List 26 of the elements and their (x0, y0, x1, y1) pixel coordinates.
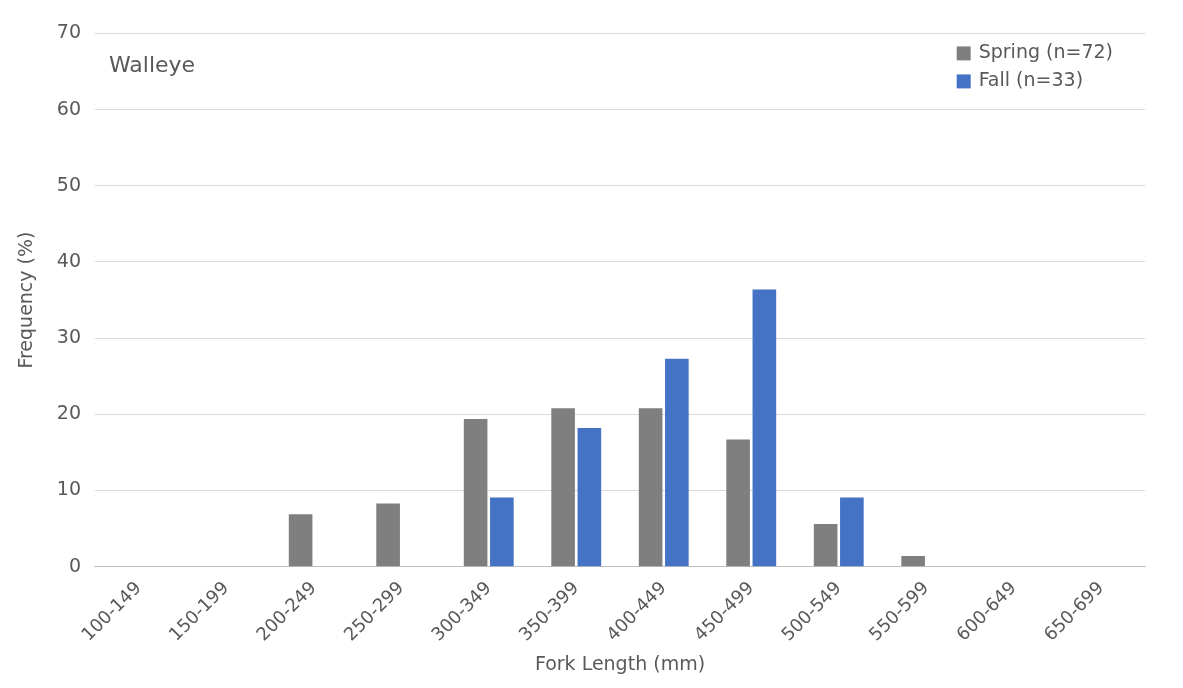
bar (288, 514, 313, 567)
y-axis-title: Frequency (%) (14, 231, 37, 369)
bar (463, 418, 488, 567)
y-tick-label: 70 (56, 20, 81, 43)
bar (901, 556, 925, 567)
x-axis-title: Fork Length (mm) (534, 651, 706, 674)
y-tick-label: 60 (56, 96, 81, 119)
legend-label: Fall (n=33) (978, 68, 1084, 91)
y-tick-label: 30 (56, 325, 81, 348)
bar (665, 358, 689, 567)
bar (551, 408, 575, 567)
bar (752, 289, 777, 567)
y-tick-label: 20 (56, 401, 81, 424)
bar (490, 497, 514, 567)
y-tick-label: 50 (56, 172, 81, 195)
bar (726, 439, 750, 567)
bar (813, 524, 838, 567)
legend-label: Spring (n=72) (978, 40, 1114, 63)
bar (638, 408, 663, 567)
y-tick-label: 10 (56, 477, 81, 500)
bar (577, 428, 602, 567)
text: Walleye (108, 52, 196, 78)
bar (376, 503, 400, 567)
bar (840, 497, 864, 567)
y-tick-label: 40 (56, 248, 81, 271)
y-tick-label: 0 (68, 553, 81, 576)
